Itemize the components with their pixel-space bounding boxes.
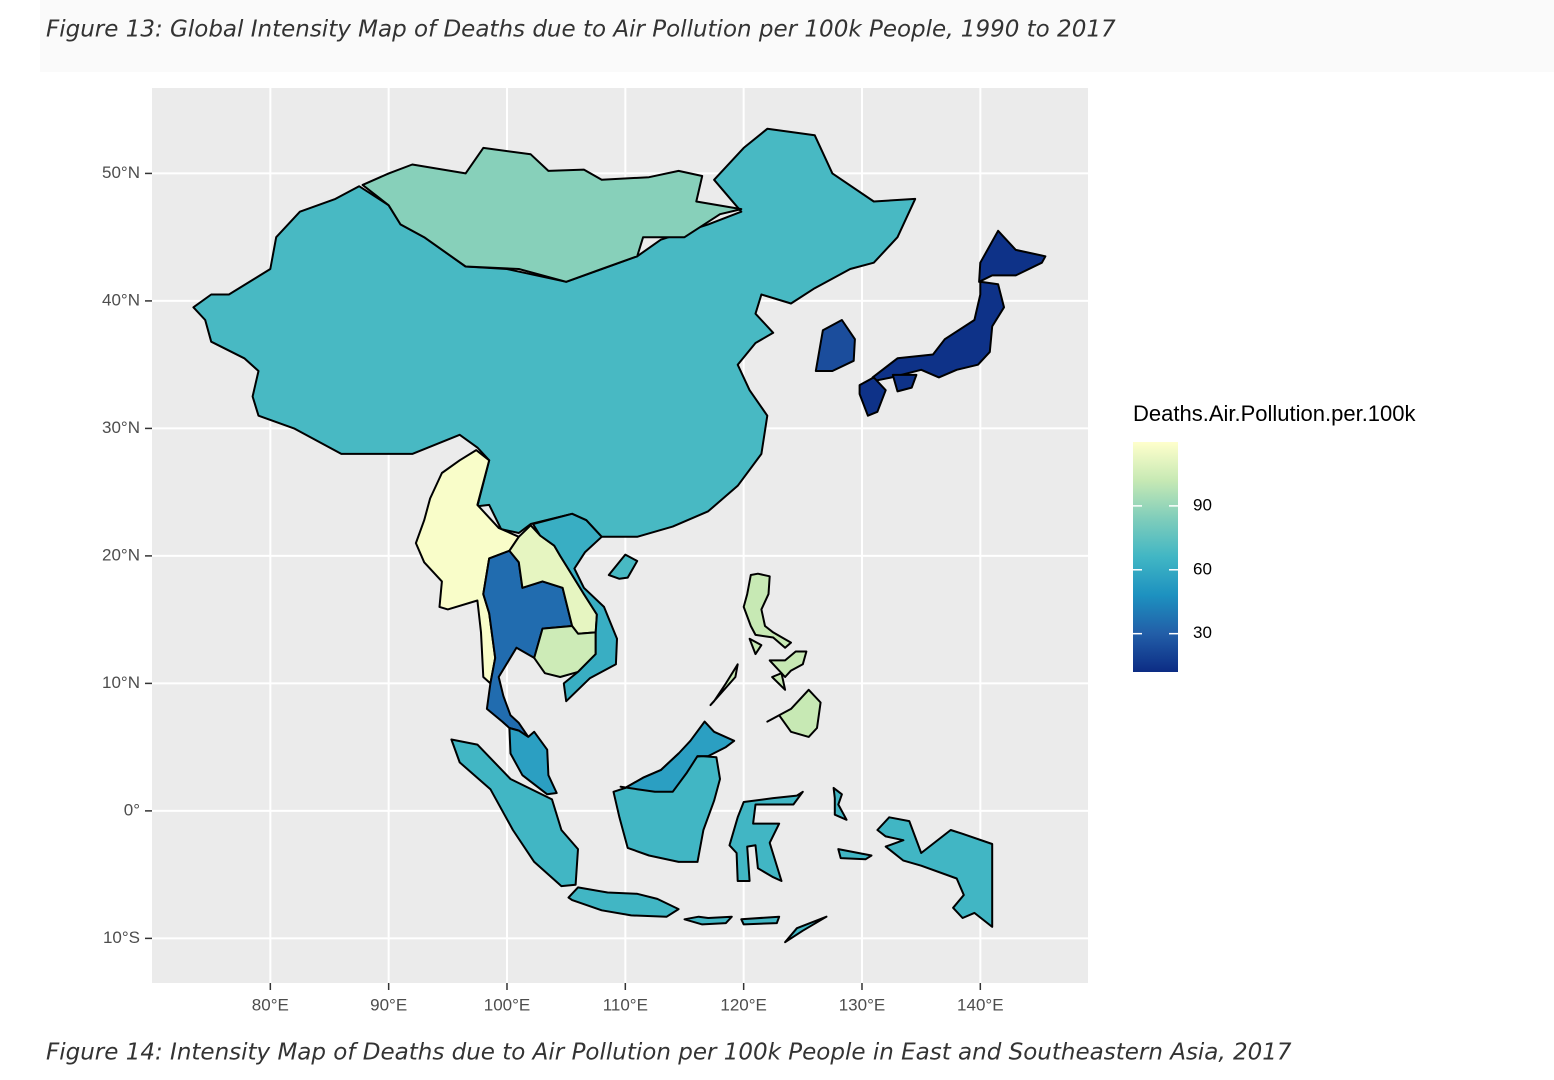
- region: [450, 738, 579, 888]
- legend-tick-label: 60: [1193, 559, 1212, 578]
- x-tick-label: 130°E: [839, 995, 886, 1014]
- region: [832, 786, 848, 821]
- region: [891, 373, 918, 393]
- region: [978, 229, 1047, 283]
- region: [607, 553, 639, 580]
- region: [508, 727, 558, 796]
- region: [771, 672, 787, 691]
- y-tick-label: 30°N: [102, 418, 140, 437]
- legend-tick-label: 30: [1193, 623, 1212, 642]
- y-tick-label: 20°N: [102, 545, 140, 564]
- legend-title: Deaths.Air.Pollution.per.100k: [1133, 401, 1417, 426]
- legend: 30 60 90: [1133, 442, 1212, 672]
- region: [567, 886, 680, 918]
- region: [748, 637, 763, 656]
- figure-caption: Figure 14: Intensity Map of Deaths due t…: [46, 1040, 1292, 1066]
- y-tick-label: 0°: [124, 800, 140, 819]
- x-tick-label: 120°E: [720, 995, 767, 1014]
- x-tick-label: 90°E: [370, 995, 407, 1014]
- region: [683, 915, 733, 926]
- region: [742, 572, 792, 649]
- color-bar: [1133, 442, 1178, 672]
- x-tick-label: 100°E: [484, 995, 531, 1014]
- map: [192, 127, 1047, 944]
- caption-band: [40, 0, 1554, 72]
- x-tick-label: 80°E: [252, 995, 289, 1014]
- x-tick-label: 140°E: [957, 995, 1004, 1014]
- region: [858, 376, 887, 417]
- y-tick-label: 50°N: [102, 163, 140, 182]
- region: [361, 146, 743, 283]
- axes: 80°E 90°E 100°E 110°E 120°E 130°E 140°E 10°S 0° 1…: [102, 163, 1004, 1015]
- region: [784, 915, 828, 944]
- region: [740, 915, 781, 926]
- x-tick-label: 110°E: [603, 995, 648, 1014]
- region: [768, 650, 808, 678]
- region: [871, 280, 1005, 383]
- region: [619, 720, 736, 793]
- legend-tick-label: 90: [1193, 495, 1212, 514]
- y-tick-label: 10°S: [103, 928, 140, 947]
- region: [814, 319, 856, 372]
- region: [532, 512, 618, 703]
- region: [709, 663, 739, 707]
- y-tick-label: 10°N: [102, 673, 140, 692]
- region: [728, 790, 804, 882]
- region: [876, 816, 994, 928]
- figure-title: Figure 13: Global Intensity Map of Death…: [46, 17, 1116, 43]
- y-tick-label: 40°N: [102, 290, 140, 309]
- region: [766, 688, 822, 738]
- region: [837, 848, 873, 861]
